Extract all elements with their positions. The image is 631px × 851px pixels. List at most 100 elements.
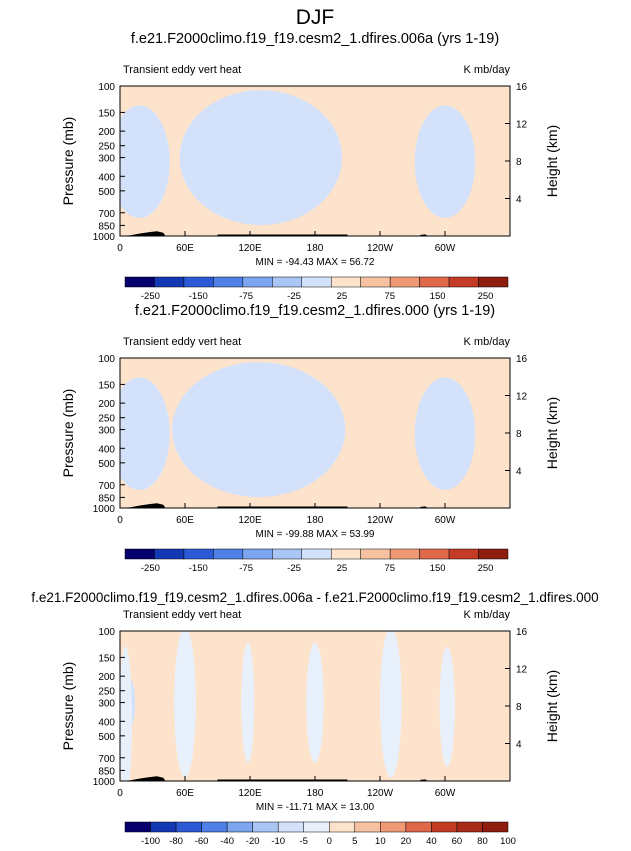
y-tick-label: 300 (98, 426, 115, 437)
y-tick-label: 300 (98, 154, 115, 165)
colorbar-swatch-9 (360, 276, 391, 288)
x-tick-label: 0 (117, 515, 123, 526)
colorbar-swatch-2 (154, 276, 185, 288)
y-right-tick-label: 12 (516, 665, 528, 676)
contour-blob-4 (199, 638, 210, 759)
contour-blob-3 (120, 105, 170, 219)
topography-1 (120, 231, 166, 236)
colorbar-swatch-8 (303, 821, 330, 833)
x-tick-label: 120E (238, 788, 262, 799)
y-tick-label: 100 (98, 354, 115, 365)
colorbar-swatch-3 (175, 821, 202, 833)
colorbar-label: 25 (337, 563, 348, 574)
panel-subtitle-left: Transient eddy vert heat (123, 609, 241, 621)
y-right-tick-label: 8 (516, 702, 522, 713)
colorbar-label: -150 (189, 291, 208, 302)
y-right-tick-label: 4 (516, 195, 522, 206)
contour-field (120, 358, 510, 508)
colorbar-swatch-11 (380, 821, 407, 833)
contour-blob-14 (439, 646, 455, 767)
topography-line (217, 234, 348, 236)
x-tick-label: 120W (367, 515, 394, 526)
y-tick-label: 400 (98, 172, 115, 183)
panel-title: f.e21.F2000climo.f19_f19.cesm2_1.dfires.… (131, 31, 499, 47)
colorbar-swatch-9 (360, 548, 391, 560)
contour-blob-7 (172, 362, 346, 498)
x-tick-label: 180 (307, 243, 324, 254)
colorbar-label: -5 (300, 836, 308, 847)
panel-title: f.e21.F2000climo.f19_f19.cesm2_1.dfires.… (135, 303, 495, 319)
colorbar-swatch-5 (242, 276, 273, 288)
contour-blob-6 (221, 631, 235, 778)
y-tick-label: 1000 (93, 232, 116, 243)
colorbar-label: 60 (452, 836, 463, 847)
y-right-tick-label: 16 (516, 82, 528, 93)
colorbar-label: 150 (430, 563, 446, 574)
colorbar-label: 250 (478, 291, 494, 302)
colorbar-label: -75 (239, 291, 253, 302)
contour-blob-15 (468, 637, 487, 781)
colorbar-swatch-1 (124, 548, 155, 560)
panel-subtitle-right: K mb/day (464, 64, 511, 76)
panel-subtitle-right: K mb/day (464, 609, 511, 621)
x-tick-label: 60E (176, 515, 194, 526)
y-right-axis-label: Height (km) (544, 397, 560, 469)
colorbar-label: -60 (195, 836, 209, 847)
colorbar-swatch-8 (330, 548, 361, 560)
y-tick-label: 700 (98, 481, 115, 492)
y-tick-label: 850 (98, 221, 115, 232)
y-tick-label: 850 (98, 493, 115, 504)
y-tick-label: 300 (98, 699, 115, 710)
colorbar-swatch-12 (405, 821, 432, 833)
x-tick-label: 60E (176, 243, 194, 254)
y-right-tick-label: 4 (516, 467, 522, 478)
colorbar-swatch-2 (150, 821, 177, 833)
colorbar-label: 250 (478, 563, 494, 574)
x-tick-label: 180 (307, 788, 324, 799)
y-right-tick-label: 12 (516, 392, 528, 403)
x-tick-label: 120W (367, 243, 394, 254)
colorbar-swatch-5 (242, 548, 273, 560)
contour-blob-10 (306, 642, 324, 763)
colorbar-label: 25 (337, 291, 348, 302)
colorbar-swatch-13 (478, 276, 509, 288)
colorbar-label: 20 (401, 836, 412, 847)
colorbar-swatch-11 (419, 276, 450, 288)
y-right-axis-label: Height (km) (544, 125, 560, 197)
colorbar-swatch-1 (124, 821, 151, 833)
colorbar-label: 0 (327, 836, 332, 847)
contour-blob-11 (335, 631, 349, 778)
contour-field (120, 86, 510, 236)
y-right-tick-label: 16 (516, 354, 528, 365)
colorbar-label: -75 (239, 563, 253, 574)
colorbar-swatch-14 (456, 821, 483, 833)
contour-blob-3 (174, 631, 196, 778)
topography-1 (120, 503, 166, 508)
colorbar-label: 75 (384, 563, 395, 574)
colorbar-swatch-6 (272, 548, 303, 560)
x-tick-label: 120E (238, 515, 262, 526)
y-tick-label: 1000 (93, 777, 116, 788)
x-tick-label: 0 (117, 788, 123, 799)
colorbar-swatch-13 (431, 821, 458, 833)
figure-title: DJF (296, 6, 335, 29)
y-tick-label: 250 (98, 687, 115, 698)
y-tick-label: 500 (98, 459, 115, 470)
colorbar-swatch-12 (448, 548, 479, 560)
colorbar-swatch-11 (419, 548, 450, 560)
y-tick-label: 500 (98, 187, 115, 198)
topography-line (217, 779, 348, 781)
contour-blob-12 (380, 631, 402, 778)
contour-blob-7 (179, 90, 343, 226)
y-tick-label: 250 (98, 414, 115, 425)
colorbar-swatch-12 (448, 276, 479, 288)
chart-panel-1: f.e21.F2000climo.f19_f19.cesm2_1.dfires.… (60, 31, 560, 302)
chart-panel-3: f.e21.F2000climo.f19_f19.cesm2_1.dfires.… (31, 590, 598, 847)
panels: f.e21.F2000climo.f19_f19.cesm2_1.dfires.… (31, 31, 598, 847)
colorbar-swatch-7 (301, 548, 332, 560)
colorbar-swatch-1 (124, 276, 155, 288)
x-tick-label: 60E (176, 788, 194, 799)
y-right-tick-label: 16 (516, 627, 528, 638)
colorbar-label: -20 (246, 836, 260, 847)
